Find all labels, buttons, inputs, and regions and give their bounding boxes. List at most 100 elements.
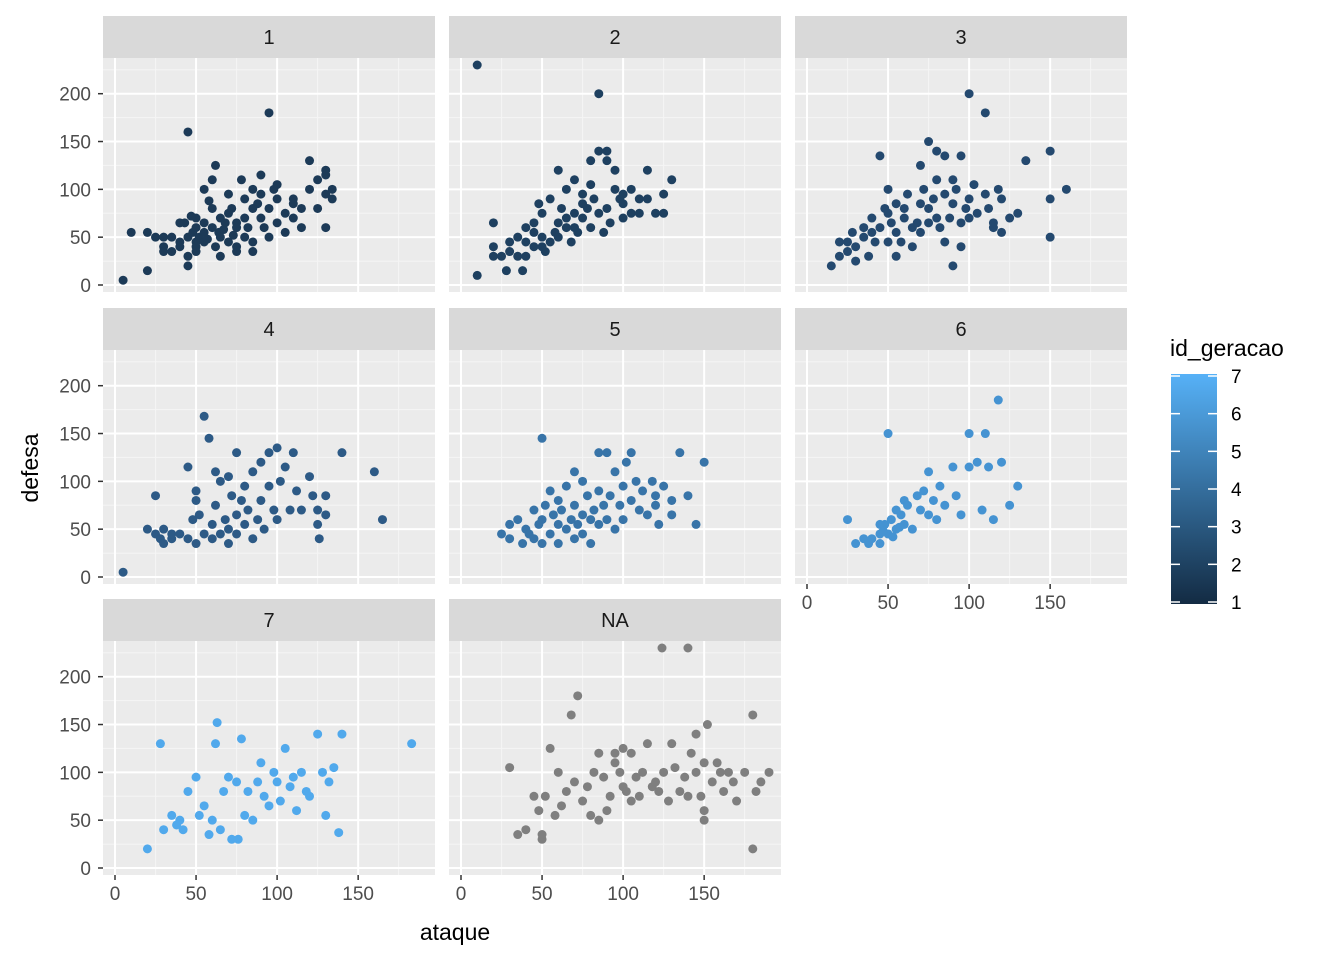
data-point	[183, 786, 193, 796]
data-point	[972, 457, 982, 467]
data-point	[243, 505, 253, 515]
data-point	[670, 763, 680, 773]
data-point	[227, 203, 237, 213]
data-point	[702, 720, 712, 730]
data-point	[667, 175, 677, 185]
data-point	[851, 256, 861, 266]
data-point	[264, 232, 274, 242]
data-point	[151, 491, 161, 501]
data-point	[915, 227, 925, 237]
data-point	[566, 515, 576, 525]
y-tick-label: 0	[80, 276, 91, 297]
data-point	[886, 515, 896, 525]
data-point	[183, 127, 193, 137]
data-point	[732, 796, 742, 806]
data-point	[964, 429, 974, 439]
data-point	[159, 232, 169, 242]
data-point	[569, 208, 579, 218]
data-point	[594, 486, 604, 496]
data-point	[977, 505, 987, 515]
data-point	[142, 844, 152, 854]
data-point	[907, 242, 917, 252]
data-point	[534, 806, 544, 816]
data-point	[891, 251, 901, 261]
data-point	[256, 457, 266, 467]
data-point	[248, 184, 258, 194]
facet-strip-label: 6	[955, 319, 966, 341]
legend-label: 4	[1231, 480, 1242, 501]
data-point	[175, 815, 185, 825]
data-point	[748, 710, 758, 720]
data-point	[691, 729, 701, 739]
data-point	[275, 476, 285, 486]
facet-strip	[103, 16, 435, 58]
data-point	[586, 180, 596, 190]
data-point	[321, 810, 331, 820]
data-point	[972, 208, 982, 218]
data-point	[859, 223, 869, 233]
data-point	[305, 156, 315, 166]
data-point	[569, 175, 579, 185]
data-point	[280, 743, 290, 753]
data-point	[314, 534, 324, 544]
y-tick-label: 0	[80, 568, 91, 589]
data-point	[259, 791, 269, 801]
data-point	[1061, 184, 1071, 194]
data-point	[980, 429, 990, 439]
data-point	[545, 486, 555, 496]
facet-strip	[795, 16, 1127, 58]
data-point	[118, 275, 128, 285]
data-point	[513, 830, 523, 840]
data-point	[236, 734, 246, 744]
data-point	[1045, 194, 1055, 204]
data-point	[699, 815, 709, 825]
facet-strip	[795, 308, 1127, 350]
data-point	[288, 194, 298, 204]
data-point	[602, 203, 612, 213]
data-point	[232, 510, 242, 520]
data-point	[935, 481, 945, 491]
data-point	[553, 539, 563, 549]
data-point	[272, 777, 282, 787]
data-point	[288, 213, 298, 223]
data-point	[956, 242, 966, 252]
data-point	[243, 223, 253, 233]
data-point	[988, 515, 998, 525]
data-point	[545, 529, 555, 539]
data-point	[296, 203, 306, 213]
data-point	[529, 227, 539, 237]
data-point	[988, 218, 998, 228]
data-point	[573, 227, 583, 237]
data-point	[997, 227, 1007, 237]
data-point	[126, 227, 136, 237]
data-point	[594, 815, 604, 825]
data-point	[537, 208, 547, 218]
data-point	[285, 505, 295, 515]
data-point	[626, 448, 636, 458]
data-point	[642, 194, 652, 204]
data-point	[573, 519, 583, 529]
data-point	[715, 767, 725, 777]
data-point	[259, 223, 269, 233]
data-point	[211, 739, 221, 749]
data-point	[275, 796, 285, 806]
data-point	[566, 237, 576, 247]
data-point	[324, 777, 334, 787]
data-point	[159, 539, 169, 549]
facet-strip-label: 4	[263, 319, 274, 341]
y-tick-label: 200	[59, 668, 91, 689]
data-point	[159, 524, 169, 534]
data-point	[505, 534, 515, 544]
data-point	[657, 643, 667, 653]
data-point	[654, 786, 664, 796]
data-point	[691, 767, 701, 777]
data-point	[550, 810, 560, 820]
data-point	[557, 801, 567, 811]
data-point	[240, 194, 250, 204]
data-point	[903, 500, 913, 510]
legend-label: 5	[1231, 442, 1242, 463]
data-point	[561, 786, 571, 796]
data-point	[215, 251, 225, 261]
data-point	[919, 486, 929, 496]
data-point	[548, 510, 558, 520]
